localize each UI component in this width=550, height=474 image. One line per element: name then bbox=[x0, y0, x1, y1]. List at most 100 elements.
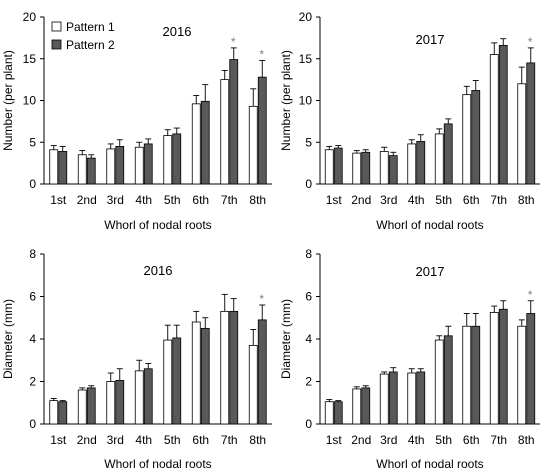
x-tick-label: 1st bbox=[50, 433, 67, 447]
bar-pattern1 bbox=[462, 94, 472, 185]
x-axis-label: Whorl of nodal roots bbox=[376, 457, 483, 471]
bar-pattern2 bbox=[143, 368, 153, 425]
x-tick-label: 7th bbox=[490, 193, 507, 207]
significance-mark: * bbox=[231, 35, 236, 49]
x-tick-label: 6th bbox=[192, 193, 209, 207]
x-tick-label: 5th bbox=[435, 193, 452, 207]
x-tick-label: 4th bbox=[135, 193, 152, 207]
legend-label-pattern1: Pattern 1 bbox=[66, 20, 115, 34]
y-axis-label: Diameter (mm) bbox=[279, 299, 293, 379]
y-tick-label: 15 bbox=[299, 52, 313, 66]
bar-pattern2 bbox=[471, 90, 481, 185]
bar-pattern2 bbox=[229, 310, 239, 425]
bar-pattern2 bbox=[416, 371, 426, 425]
bar-pattern1 bbox=[248, 105, 258, 185]
x-tick-label: 8th bbox=[249, 193, 266, 207]
significance-mark: * bbox=[528, 35, 533, 49]
y-tick-label: 10 bbox=[299, 94, 313, 108]
bar-pattern1 bbox=[407, 372, 417, 425]
bar-pattern2 bbox=[86, 387, 96, 425]
x-tick-label: 8th bbox=[518, 193, 535, 207]
y-tick-label: 2 bbox=[29, 375, 36, 389]
bar-pattern2 bbox=[257, 319, 267, 425]
y-tick-label: 8 bbox=[29, 247, 36, 261]
bar-pattern1 bbox=[106, 148, 116, 185]
y-tick-label: 2 bbox=[305, 375, 312, 389]
bar-pattern1 bbox=[134, 146, 144, 185]
bar-pattern2 bbox=[416, 141, 426, 185]
bar-pattern2 bbox=[200, 327, 210, 425]
bar-pattern1 bbox=[248, 344, 258, 425]
bar-pattern2 bbox=[143, 143, 153, 185]
bar-pattern1 bbox=[434, 133, 444, 185]
chart-title: 2016 bbox=[144, 263, 173, 278]
bar-pattern1 bbox=[462, 325, 472, 425]
x-tick-label: 4th bbox=[408, 193, 425, 207]
bar-pattern1 bbox=[324, 401, 334, 425]
bar-pattern1 bbox=[77, 154, 87, 185]
bar-pattern2 bbox=[333, 147, 343, 185]
y-tick-label: 8 bbox=[305, 247, 312, 261]
x-tick-label: 7th bbox=[221, 433, 238, 447]
bar-pattern1 bbox=[134, 370, 144, 425]
x-tick-label: 6th bbox=[463, 193, 480, 207]
x-tick-label: 5th bbox=[164, 433, 181, 447]
y-tick-label: 10 bbox=[23, 94, 37, 108]
significance-mark: * bbox=[259, 47, 264, 61]
y-tick-label: 0 bbox=[29, 417, 36, 431]
bar-pattern2 bbox=[388, 155, 398, 185]
x-tick-label: 1st bbox=[326, 433, 343, 447]
bar-pattern1 bbox=[379, 151, 389, 185]
bar-pattern2 bbox=[200, 100, 210, 185]
x-tick-label: 3rd bbox=[107, 433, 124, 447]
chart-panel-4: 0 2 4 6 8 1st 2nd 3rd 4th 5th 6th 7th 8th * 2017 Whorl … bbox=[279, 247, 540, 471]
x-tick-label: 8th bbox=[249, 433, 266, 447]
bar-pattern2 bbox=[498, 308, 508, 425]
chart-title: 2017 bbox=[416, 264, 445, 279]
y-tick-label: 20 bbox=[23, 10, 37, 24]
y-axis-label: Diameter (mm) bbox=[1, 299, 15, 379]
bar-pattern2 bbox=[361, 387, 371, 425]
x-tick-label: 2nd bbox=[351, 193, 371, 207]
y-tick-label: 6 bbox=[305, 290, 312, 304]
x-tick-label: 2nd bbox=[77, 433, 97, 447]
y-tick-label: 5 bbox=[305, 135, 312, 149]
bar-pattern1 bbox=[517, 83, 527, 185]
bar-pattern2 bbox=[526, 62, 536, 185]
bar-pattern1 bbox=[434, 339, 444, 425]
bar-pattern1 bbox=[191, 103, 201, 185]
bar-pattern2 bbox=[526, 313, 536, 425]
chart-title: 2016 bbox=[163, 24, 192, 39]
y-tick-label: 0 bbox=[29, 177, 36, 191]
bar-pattern2 bbox=[471, 325, 481, 425]
bar-pattern1 bbox=[191, 321, 201, 425]
y-tick-label: 20 bbox=[299, 10, 313, 24]
legend-swatch-pattern1 bbox=[51, 21, 62, 32]
y-tick-label: 5 bbox=[29, 135, 36, 149]
bar-pattern2 bbox=[115, 380, 125, 425]
bar-pattern2 bbox=[58, 151, 68, 185]
bar-pattern2 bbox=[388, 371, 398, 425]
bar-pattern1 bbox=[49, 400, 59, 425]
bar-pattern1 bbox=[163, 339, 173, 425]
significance-mark: * bbox=[259, 292, 264, 306]
x-axis-label: Whorl of nodal roots bbox=[376, 218, 483, 232]
x-tick-label: 4th bbox=[408, 433, 425, 447]
bar-pattern2 bbox=[58, 401, 68, 425]
x-tick-label: 3rd bbox=[380, 193, 397, 207]
bar-pattern1 bbox=[407, 143, 417, 185]
bar-pattern1 bbox=[77, 389, 87, 425]
bar-pattern2 bbox=[229, 59, 239, 185]
bar-pattern1 bbox=[379, 373, 389, 425]
legend-label-pattern2: Pattern 2 bbox=[66, 38, 115, 52]
x-axis-label: Whorl of nodal roots bbox=[104, 457, 211, 471]
y-tick-label: 6 bbox=[29, 290, 36, 304]
legend-swatch-pattern2 bbox=[51, 39, 62, 50]
chart-panel-2: 0 5 10 15 20 1st 2nd 3rd 4th 5th 6th 7th 8th * 2017 Who… bbox=[279, 10, 540, 232]
y-tick-label: 0 bbox=[305, 177, 312, 191]
x-tick-label: 1st bbox=[326, 193, 343, 207]
bar-pattern1 bbox=[489, 54, 499, 185]
x-tick-label: 2nd bbox=[77, 193, 97, 207]
bar-pattern1 bbox=[352, 388, 362, 425]
